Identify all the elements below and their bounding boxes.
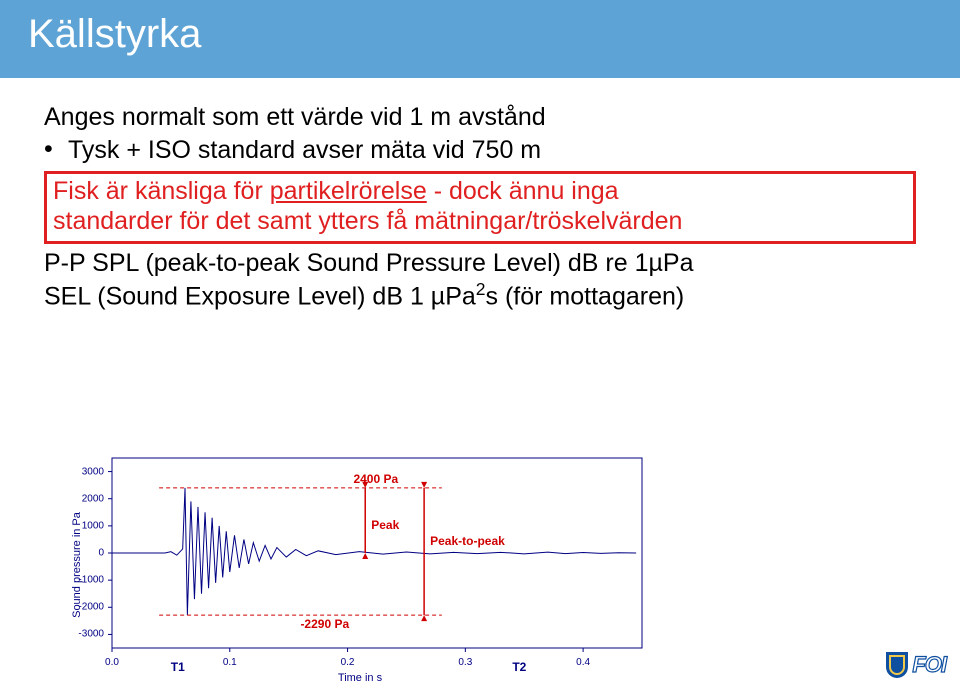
content-area: Anges normalt som ett värde vid 1 m avst… xyxy=(0,84,960,312)
sel-sup: 2 xyxy=(476,279,486,299)
intro-line: Anges normalt som ett värde vid 1 m avst… xyxy=(44,102,916,133)
redbox-1a: Fisk är känsliga för xyxy=(53,177,270,205)
bullet-dot: • xyxy=(44,135,68,164)
y-tick-label: 0 xyxy=(64,548,104,559)
y-tick-label: 3000 xyxy=(64,466,104,477)
sel-b: s (för mottagaren) xyxy=(486,282,685,310)
y-tick-label: 1000 xyxy=(64,520,104,531)
pp-spl-line: P-P SPL (peak-to-peak Sound Pressure Lev… xyxy=(44,248,916,279)
x-tick-label: 0.2 xyxy=(341,657,355,668)
bullet-1: • Tysk + ISO standard avser mäta vid 750… xyxy=(44,135,916,166)
t1-label: T1 xyxy=(171,660,185,674)
redbox-1b: partikelrörelse xyxy=(270,177,427,205)
ann-bottom-pa: -2290 Pa xyxy=(300,617,349,631)
ann-top-pa: 2400 Pa xyxy=(353,472,398,486)
sel-a: SEL (Sound Exposure Level) dB 1 µPa xyxy=(44,282,476,310)
y-tick-label: 2000 xyxy=(64,493,104,504)
ann-peak: Peak xyxy=(371,518,399,532)
y-tick-label: -3000 xyxy=(64,629,104,640)
x-tick-label: 0.0 xyxy=(105,657,119,668)
highlight-box: Fisk är känsliga för partikelrörelse - d… xyxy=(44,171,916,244)
slide-title: Källstyrka xyxy=(28,12,932,57)
x-tick-label: 0.3 xyxy=(458,657,472,668)
ann-peak-to-peak: Peak-to-peak xyxy=(430,534,505,548)
t2-label: T2 xyxy=(512,660,526,674)
foi-logo: FOI xyxy=(886,652,946,678)
foi-text: FOI xyxy=(912,652,946,678)
waveform-chart: Sound pressure in Pa Time in s -3000-200… xyxy=(60,450,660,680)
sel-line: SEL (Sound Exposure Level) dB 1 µPa2s (f… xyxy=(44,279,916,313)
x-axis-label: Time in s xyxy=(338,672,382,684)
slide-header: Källstyrka xyxy=(0,0,960,78)
redbox-1c: - dock ännu inga xyxy=(427,177,619,205)
highlight-line-1: Fisk är känsliga för partikelrörelse - d… xyxy=(53,176,907,207)
y-tick-label: -2000 xyxy=(64,602,104,613)
y-tick-label: -1000 xyxy=(64,575,104,586)
crest-icon xyxy=(886,652,908,678)
highlight-line-2: standarder för det samt ytters få mätnin… xyxy=(53,206,907,237)
bullet-1-text: Tysk + ISO standard avser mäta vid 750 m xyxy=(68,135,541,166)
x-tick-label: 0.1 xyxy=(223,657,237,668)
x-tick-label: 0.4 xyxy=(576,657,590,668)
